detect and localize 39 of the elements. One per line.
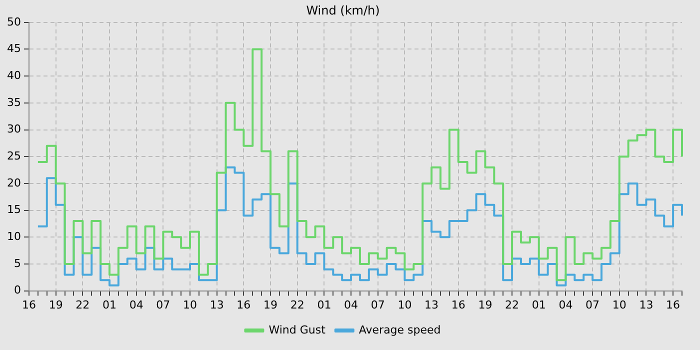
x-tick-label: 19 [48, 298, 63, 312]
x-tick-label: 01 [317, 298, 332, 312]
legend-label: Average speed [358, 323, 441, 336]
x-tick-label: 19 [478, 298, 492, 312]
y-tick-label: 25 [6, 149, 21, 162]
x-tick-label: 04 [558, 298, 573, 312]
y-tick-label: 0 [14, 284, 21, 297]
x-tick-label: 16 [451, 298, 466, 312]
x-tick-label: 16 [22, 298, 36, 312]
x-tick-label: 16 [666, 298, 680, 312]
x-tick-label: 13 [210, 298, 224, 312]
y-tick-label: 50 [6, 15, 21, 28]
x-tick-label: 04 [129, 298, 144, 312]
y-tick-label: 45 [6, 42, 21, 56]
x-tick-label: 22 [290, 298, 304, 312]
chart-title: Wind (km/h) [306, 3, 380, 18]
x-tick-label: 07 [370, 298, 385, 312]
x-tick-label: 01 [532, 298, 546, 312]
x-tick-label: 10 [183, 298, 198, 312]
x-tick-label: 10 [612, 298, 626, 312]
x-tick-label: 07 [586, 298, 600, 312]
x-tick-label: 13 [639, 298, 654, 312]
y-tick-label: 20 [6, 176, 21, 190]
x-tick-label: 13 [424, 298, 439, 312]
y-tick-label: 15 [6, 203, 21, 216]
x-tick-label: 10 [398, 298, 412, 312]
y-tick-label: 5 [14, 256, 21, 270]
x-tick-label: 19 [264, 298, 278, 312]
y-tick-label: 10 [6, 230, 21, 243]
legend-label: Wind Gust [268, 323, 326, 336]
x-tick-label: 22 [505, 298, 520, 312]
x-tick-label: 22 [76, 298, 90, 312]
x-tick-label: 04 [344, 298, 358, 312]
x-tick-label: 01 [102, 298, 117, 312]
x-tick-label: 07 [156, 298, 170, 312]
y-tick-label: 35 [6, 96, 21, 109]
x-tick-label: 16 [236, 298, 251, 312]
y-tick-label: 40 [6, 68, 21, 82]
y-tick-label: 30 [6, 122, 21, 136]
